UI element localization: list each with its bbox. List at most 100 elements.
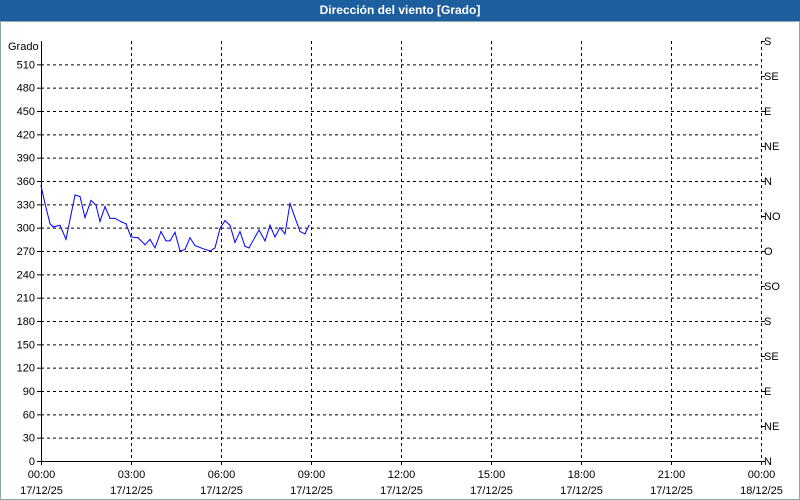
data-point	[304, 233, 306, 235]
y-tick-label: 450	[17, 106, 35, 118]
y-tick-label: 210	[17, 293, 35, 305]
y-tick-label: 30	[23, 433, 35, 445]
data-point	[209, 250, 211, 252]
right-axis-label: S	[764, 36, 771, 48]
x-tick-date: 17/12/25	[560, 485, 603, 497]
data-point	[154, 247, 156, 249]
data-point	[179, 250, 181, 252]
right-axis-label: NE	[764, 141, 779, 153]
data-point	[269, 224, 271, 226]
y-tick-label: 150	[17, 339, 35, 351]
right-axis-label: SO	[764, 281, 780, 293]
y-tick-label: 420	[17, 129, 35, 141]
data-point	[289, 202, 291, 205]
y-tick-label: 0	[29, 456, 35, 468]
data-point	[121, 221, 123, 223]
y-tick-label: 240	[17, 269, 35, 281]
x-tick-date: 17/12/25	[470, 485, 513, 497]
y-tick-label: 480	[17, 83, 35, 95]
data-point	[104, 206, 106, 208]
data-point	[214, 247, 216, 249]
y-tick-label: 390	[17, 153, 35, 165]
right-axis-label: NO	[764, 211, 781, 223]
data-point	[194, 244, 196, 247]
data-point	[125, 223, 127, 225]
x-tick-time: 12:00	[388, 469, 416, 481]
x-tick-time: 21:00	[658, 469, 686, 481]
x-tick-time: 03:00	[118, 469, 146, 481]
data-point	[219, 227, 221, 230]
y-axis-label: Grado	[8, 41, 39, 53]
data-point	[65, 238, 67, 240]
x-tick-date: 18/12/25	[740, 485, 783, 497]
wind-direction-line	[40, 185, 310, 252]
data-point	[59, 224, 61, 226]
data-point	[244, 245, 246, 247]
right-axis-label: NE	[764, 421, 779, 433]
right-axis-label: N	[764, 176, 772, 188]
data-point	[99, 220, 101, 223]
data-point	[189, 237, 191, 239]
y-tick-label: 60	[23, 409, 35, 421]
data-point	[224, 220, 226, 222]
chart-title: Dirección del viento [Grado]	[0, 0, 800, 21]
data-point	[308, 224, 310, 226]
data-point	[169, 240, 171, 242]
right-axis-label: SE	[764, 71, 779, 83]
data-point	[90, 199, 92, 202]
data-point	[114, 217, 116, 219]
data-point	[174, 231, 176, 233]
right-axis-label: S	[764, 316, 771, 328]
data-point	[274, 236, 276, 238]
data-point	[284, 233, 286, 235]
data-point	[95, 204, 97, 206]
data-point	[44, 202, 46, 205]
data-point	[84, 216, 86, 219]
right-axis-label: SE	[764, 351, 779, 363]
data-point	[294, 216, 296, 219]
data-point	[40, 185, 42, 187]
x-tick-date: 17/12/25	[380, 485, 423, 497]
x-tick-time: 18:00	[568, 469, 596, 481]
data-point	[79, 195, 81, 198]
y-tick-label: 360	[17, 176, 35, 188]
y-tick-label: 180	[17, 316, 35, 328]
data-point	[229, 224, 231, 226]
data-point	[52, 226, 54, 228]
y-tick-label: 330	[17, 199, 35, 211]
data-point	[109, 217, 111, 219]
x-tick-date: 17/12/25	[650, 485, 693, 497]
data-point	[248, 247, 250, 249]
data-point	[137, 237, 139, 239]
x-tick-time: 00:00	[748, 469, 776, 481]
data-point	[160, 230, 162, 233]
right-axis-label: N	[764, 456, 772, 468]
data-point	[204, 248, 206, 251]
x-tick-time: 00:00	[28, 469, 56, 481]
y-tick-label: 300	[17, 223, 35, 235]
y-tick-label: 120	[17, 363, 35, 375]
right-axis-label: O	[764, 246, 773, 258]
data-point	[239, 230, 241, 233]
data-point	[279, 227, 281, 229]
data-point	[130, 236, 132, 238]
data-point	[234, 241, 236, 244]
data-point	[165, 240, 167, 242]
y-tick-label: 510	[17, 59, 35, 71]
x-tick-date: 17/12/25	[200, 485, 243, 497]
x-tick-date: 17/12/25	[290, 485, 333, 497]
right-axis-label: E	[764, 106, 771, 118]
data-point	[49, 223, 51, 225]
y-tick-label: 270	[17, 246, 35, 258]
data-point	[184, 248, 186, 251]
data-point	[149, 238, 151, 240]
x-tick-date: 17/12/25	[20, 485, 63, 497]
y-tick-label: 90	[23, 386, 35, 398]
right-axis-label: E	[764, 386, 771, 398]
data-point	[74, 194, 76, 196]
data-point	[144, 244, 146, 246]
x-tick-time: 15:00	[478, 469, 506, 481]
data-point	[258, 229, 260, 231]
x-tick-time: 06:00	[208, 469, 236, 481]
